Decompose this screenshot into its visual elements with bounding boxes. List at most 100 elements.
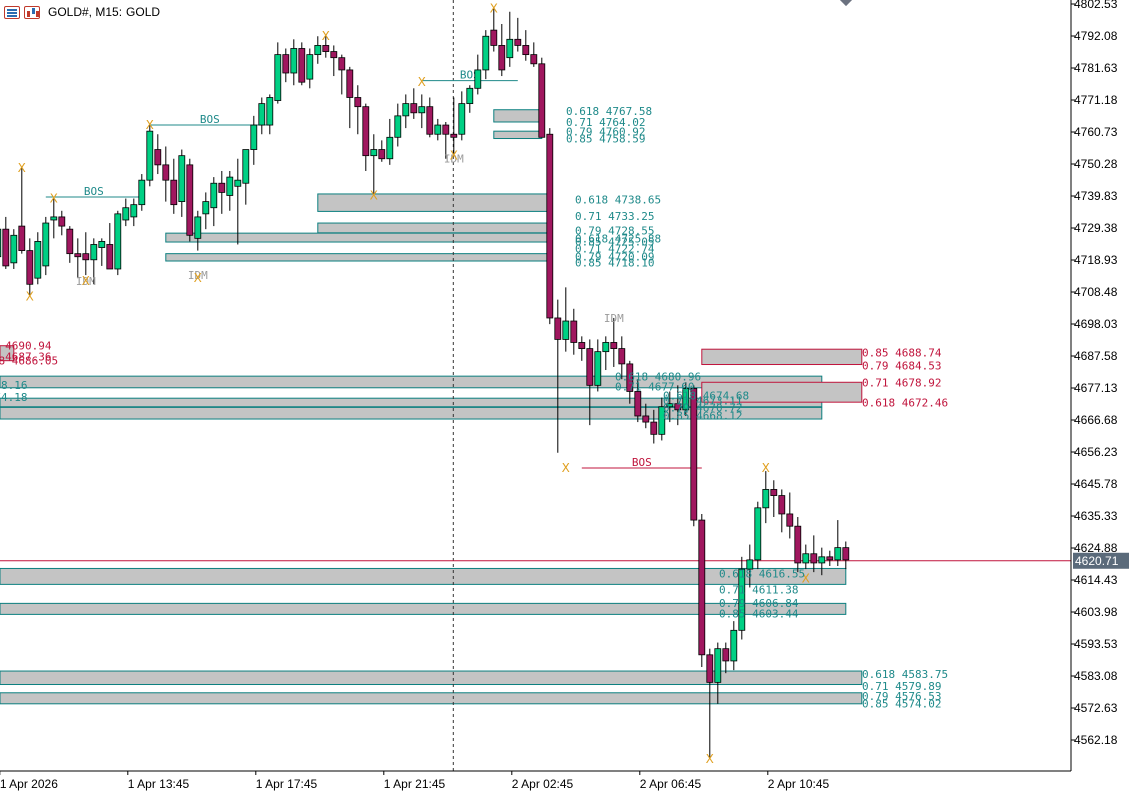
fib-zone bbox=[317, 193, 551, 212]
y-tick-label: 4572.63 bbox=[1074, 701, 1118, 715]
candle-body bbox=[330, 51, 338, 59]
candle-body bbox=[426, 106, 434, 135]
current-price-tag bbox=[1073, 552, 1129, 569]
fib-level-label: 0.71 4677.60 bbox=[615, 381, 694, 394]
y-tick-label: 4593.53 bbox=[1074, 637, 1118, 651]
x-tick-label: 2 Apr 10:45 bbox=[768, 777, 830, 791]
swing-marker: X bbox=[370, 188, 378, 202]
candle-body bbox=[18, 225, 26, 251]
fib-level-label: 0.618 4680.96 bbox=[615, 370, 701, 383]
x-tick-label: 1 Apr 2026 bbox=[0, 777, 58, 791]
candle-body bbox=[602, 342, 610, 353]
fib-level-label: 0.71 4687.36 bbox=[0, 351, 51, 364]
candle-body bbox=[562, 320, 570, 340]
fib-level-label: 0.71 4722.74 bbox=[575, 242, 655, 255]
candle-body bbox=[650, 421, 658, 435]
y-tick-label: 4708.48 bbox=[1074, 285, 1118, 299]
candle-body bbox=[314, 45, 322, 56]
symbol-label: GOLD#, M15: bbox=[48, 5, 123, 19]
candle-body bbox=[130, 204, 138, 218]
fib-level-label: 0.71 4579.89 bbox=[862, 680, 941, 693]
fib-level-label: 0.618 4672.46 bbox=[862, 396, 948, 409]
candle-body bbox=[586, 348, 594, 386]
fib-zone bbox=[165, 253, 551, 262]
candle-body bbox=[522, 45, 530, 56]
fib-zone bbox=[493, 130, 543, 140]
candle-body bbox=[506, 38, 514, 59]
candle-body bbox=[578, 342, 586, 349]
y-tick-label: 4718.93 bbox=[1074, 253, 1118, 267]
swing-marker: X bbox=[322, 29, 330, 43]
fib-level-label: 0.79 4760.92 bbox=[566, 125, 645, 138]
fib-level-label: 0.85 4758.59 bbox=[566, 133, 645, 146]
candle-body bbox=[450, 133, 458, 138]
candle-body bbox=[834, 547, 842, 561]
fib-level-label: 0.85 4603.44 bbox=[719, 608, 799, 621]
candle-body bbox=[714, 648, 722, 683]
current-price-label: 4620.71 bbox=[1075, 554, 1119, 568]
y-tick-label: 4750.28 bbox=[1074, 157, 1118, 171]
candle-body bbox=[402, 103, 410, 117]
fib-level-label: 0.618 4725.88 bbox=[575, 233, 661, 246]
candle-body bbox=[42, 222, 50, 267]
bar-chart-icon[interactable] bbox=[24, 5, 40, 19]
bos-label: BOS bbox=[632, 456, 652, 469]
fib-level-label: 0.85 4688.74 bbox=[862, 346, 942, 359]
candle-body bbox=[82, 253, 90, 261]
x-tick-label: 1 Apr 21:45 bbox=[384, 777, 446, 791]
chart-header: GOLD#, M15: GOLD bbox=[4, 5, 160, 19]
x-tick-label: 1 Apr 17:45 bbox=[256, 777, 318, 791]
candle-body bbox=[266, 97, 274, 126]
candle-body bbox=[138, 179, 146, 206]
y-tick-label: 4698.03 bbox=[1074, 317, 1118, 331]
candle-body bbox=[610, 342, 618, 349]
candle-body bbox=[218, 182, 226, 193]
candle-body bbox=[58, 216, 66, 227]
fib-level-label: 0.79 4576.53 bbox=[862, 690, 941, 703]
candle-body bbox=[242, 149, 250, 184]
candle-body bbox=[106, 244, 114, 270]
candle-body bbox=[770, 489, 778, 496]
candle-body bbox=[682, 387, 690, 411]
swing-marker: X bbox=[418, 75, 426, 89]
candle-body bbox=[434, 124, 442, 135]
fib-level-label: 0.85 4725.05 bbox=[575, 235, 654, 248]
candle-body bbox=[98, 241, 106, 248]
candle-body bbox=[842, 547, 850, 561]
candle-body bbox=[194, 216, 202, 239]
y-tick-label: 4781.63 bbox=[1074, 61, 1118, 75]
candle-body bbox=[66, 228, 74, 255]
swing-marker: X bbox=[82, 274, 90, 288]
candle-body bbox=[50, 216, 58, 221]
swing-marker: X bbox=[194, 271, 202, 285]
candle-body bbox=[282, 54, 290, 74]
candle-body bbox=[538, 63, 546, 138]
fib-level-label: 0.79 4728.55 bbox=[575, 225, 654, 238]
list-icon[interactable] bbox=[4, 5, 20, 19]
fib-zone bbox=[493, 109, 543, 123]
candle-body bbox=[746, 559, 754, 570]
y-tick-label: 4614.43 bbox=[1074, 573, 1118, 587]
candle-body bbox=[0, 228, 2, 258]
idm-label: IDM bbox=[604, 312, 624, 325]
y-tick-label: 4635.33 bbox=[1074, 509, 1118, 523]
fib-level-label: 0.85 4574.02 bbox=[862, 698, 941, 711]
candle-body bbox=[234, 179, 242, 187]
swing-marker: X bbox=[762, 461, 770, 475]
candle-body bbox=[458, 103, 466, 135]
candle-body bbox=[210, 182, 218, 209]
fib-level-label: 0.618 4686.05 bbox=[0, 355, 58, 368]
swing-marker: X bbox=[490, 2, 498, 16]
candle-body bbox=[386, 136, 394, 160]
candle-body bbox=[674, 403, 682, 411]
idm-label: IDM bbox=[444, 153, 464, 166]
y-tick-label: 4562.18 bbox=[1074, 733, 1118, 747]
swing-marker: X bbox=[562, 461, 570, 475]
swing-marker: X bbox=[450, 149, 458, 163]
y-tick-label: 4677.13 bbox=[1074, 381, 1118, 395]
candle-body bbox=[482, 35, 490, 71]
candle-body bbox=[442, 124, 450, 135]
candle-body bbox=[34, 241, 42, 279]
fib-level-label: 0.85 4668.12 bbox=[663, 410, 742, 423]
